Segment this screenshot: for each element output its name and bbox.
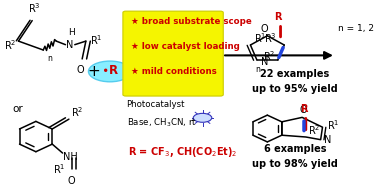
Text: $\bullet$R: $\bullet$R xyxy=(101,64,119,77)
Text: 6 examples: 6 examples xyxy=(264,144,326,154)
Text: R$^2$: R$^2$ xyxy=(263,49,275,63)
Text: R$^2$: R$^2$ xyxy=(5,38,17,52)
Text: R$^3$: R$^3$ xyxy=(28,1,41,15)
Text: R$^2$: R$^2$ xyxy=(71,105,83,119)
Text: R$^1$: R$^1$ xyxy=(53,162,65,176)
Text: O: O xyxy=(260,24,268,34)
Text: R: R xyxy=(274,12,282,22)
Text: up to 95% yield: up to 95% yield xyxy=(252,84,338,94)
Text: ★ mild conditions: ★ mild conditions xyxy=(132,67,217,76)
Text: R$^1$: R$^1$ xyxy=(254,31,266,45)
Text: up to 98% yield: up to 98% yield xyxy=(252,159,338,169)
Text: N: N xyxy=(260,57,268,67)
Circle shape xyxy=(193,113,212,122)
Circle shape xyxy=(88,61,132,82)
Text: N: N xyxy=(324,135,332,145)
Text: O: O xyxy=(67,176,75,186)
Text: R$^1$: R$^1$ xyxy=(327,119,339,132)
Text: 22 examples: 22 examples xyxy=(260,69,330,79)
Text: Base, CH$_3$CN, rt: Base, CH$_3$CN, rt xyxy=(127,116,197,128)
Text: H: H xyxy=(68,28,74,37)
Text: R = CF$_3$, CH(CO$_2$Et)$_2$: R = CF$_3$, CH(CO$_2$Et)$_2$ xyxy=(129,145,238,159)
Text: R$^2$: R$^2$ xyxy=(308,123,320,137)
Text: Photocatalyst: Photocatalyst xyxy=(127,100,185,109)
Text: R$^1$: R$^1$ xyxy=(90,33,102,47)
Text: ★ low catalyst loading: ★ low catalyst loading xyxy=(132,42,240,51)
Text: n = 1, 2: n = 1, 2 xyxy=(338,24,374,33)
Text: R$^3$: R$^3$ xyxy=(264,31,277,45)
Text: O: O xyxy=(299,105,307,115)
Text: R: R xyxy=(301,104,308,114)
Text: n: n xyxy=(256,65,260,74)
Text: NH: NH xyxy=(64,152,78,162)
Text: O: O xyxy=(76,65,84,75)
Text: or: or xyxy=(12,104,23,114)
FancyBboxPatch shape xyxy=(123,11,223,96)
Text: ★ broad substrate scope: ★ broad substrate scope xyxy=(132,17,252,26)
Text: n: n xyxy=(47,53,52,63)
Text: +: + xyxy=(88,64,101,79)
Text: N: N xyxy=(65,40,73,50)
